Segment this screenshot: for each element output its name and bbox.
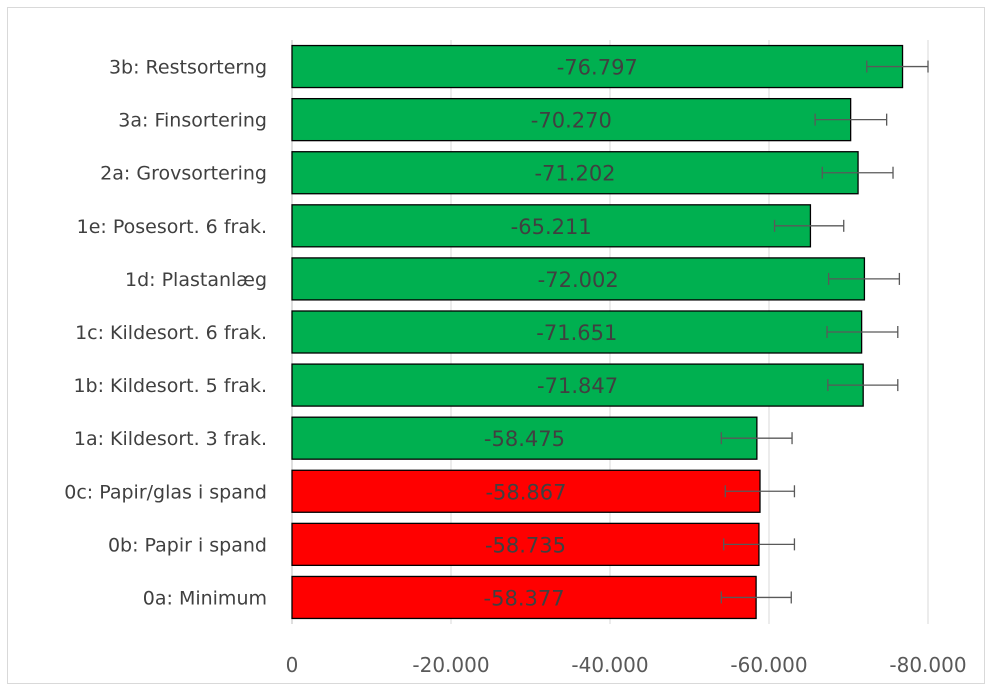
chart-frame (7, 7, 985, 684)
data-labels: -76.797 -70.270 -71.202 -65.211 -72.002 -71.6… (484, 56, 638, 611)
bar (291, 257, 866, 301)
category-label: 1a: Kildesort. 3 frak. (74, 428, 267, 450)
bar-value-label: -65.211 (511, 215, 592, 239)
bar-value-label: -71.847 (537, 374, 618, 398)
x-tick-label: -60.000 (730, 653, 807, 677)
bars (291, 44, 904, 620)
bar (291, 97, 852, 142)
bar (291, 151, 859, 195)
bar-value-label: -76.797 (557, 56, 638, 80)
category-label: 2a: Grovsortering (100, 163, 267, 185)
bar (291, 575, 757, 620)
error-bars (720, 60, 929, 604)
bar-value-label: -71.651 (536, 321, 617, 345)
category-label: 1d: Plastanlæg (125, 269, 267, 291)
bar (291, 469, 761, 513)
x-axis-tick-labels: 0 -20.000 -40.000 -60.000 -80.000 (286, 653, 967, 677)
bar-value-label: -71.202 (534, 162, 615, 186)
category-label: 1c: Kildesort. 6 frak. (75, 322, 267, 344)
category-label: 3b: Restsorterng (109, 57, 267, 79)
bar (291, 204, 812, 248)
bar-value-label: -70.270 (531, 109, 612, 133)
x-tick-label: -40.000 (571, 653, 648, 677)
x-tick-label: -80.000 (889, 653, 966, 677)
x-tick-label: 0 (286, 653, 299, 677)
bar-value-label: -58.867 (485, 480, 566, 504)
category-label: 1e: Posesort. 6 frak. (77, 216, 267, 238)
category-label: 0a: Minimum (143, 587, 267, 609)
bar-value-label: -58.377 (484, 586, 565, 610)
bar (291, 522, 760, 567)
bar (291, 416, 758, 460)
category-label: 1b: Kildesort. 5 frak. (73, 375, 267, 397)
category-labels: 3b: Restsorterng 3a: Finsortering 2a: Grov… (64, 57, 267, 610)
category-label: 0b: Papir i spand (108, 534, 267, 556)
category-label: 3a: Finsortering (118, 110, 267, 132)
x-tick-label: -20.000 (412, 653, 489, 677)
bar-value-label: -58.735 (485, 533, 566, 557)
category-label: 0c: Papir/glas i spand (64, 481, 267, 503)
bar-value-label: -72.002 (538, 268, 619, 292)
bar-value-label: -58.475 (484, 427, 565, 451)
bar (291, 363, 864, 407)
bar (291, 44, 904, 89)
